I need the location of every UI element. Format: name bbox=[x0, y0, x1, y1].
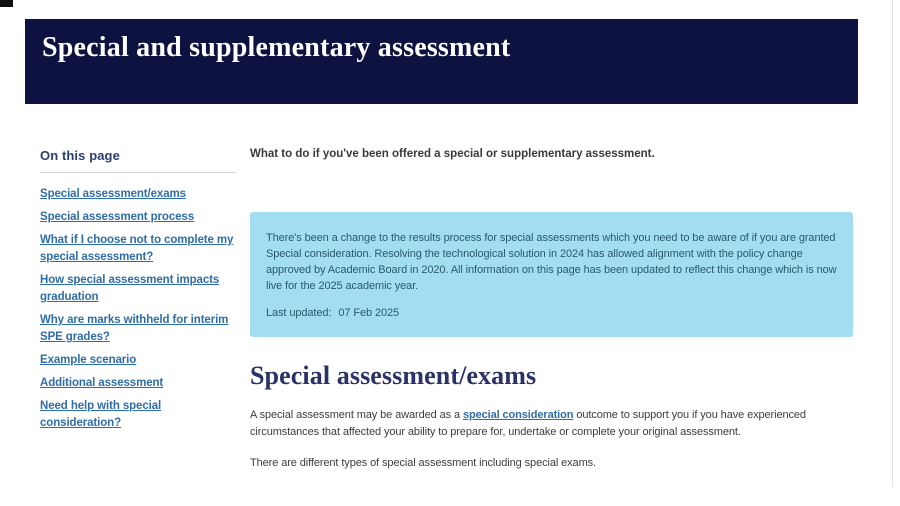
last-updated-date: 07 Feb 2025 bbox=[338, 307, 400, 319]
paragraph-text-before-link: A special assessment may be awarded as a bbox=[250, 409, 463, 421]
last-updated-label: Last updated: bbox=[266, 307, 332, 319]
update-notice-text: There's been a change to the results pro… bbox=[266, 232, 837, 292]
paragraph-text-after-link: outcome to support you if you have exper… bbox=[250, 409, 806, 438]
page-intro-text: What to do if you've been offered a spec… bbox=[250, 148, 655, 160]
page-title: Special and supplementary assessment bbox=[42, 32, 511, 63]
nav-link-additional-assessment[interactable]: Additional assessment bbox=[40, 377, 164, 389]
nav-link-need-help[interactable]: Need help with special consideration? bbox=[40, 400, 162, 429]
page-edge-divider bbox=[892, 0, 893, 487]
section-heading-special-assessment-exams: Special assessment/exams bbox=[250, 361, 537, 390]
nav-link-special-assessment-process[interactable]: Special assessment process bbox=[40, 211, 195, 223]
section-paragraph-1: A special assessment may be awarded as a… bbox=[250, 407, 853, 441]
main-content: What to do if you've been offered a spec… bbox=[250, 146, 853, 472]
nav-link-example-scenario[interactable]: Example scenario bbox=[40, 354, 137, 366]
nav-link-marks-withheld-spe[interactable]: Why are marks withheld for interim SPE g… bbox=[40, 314, 229, 343]
nav-link-impacts-graduation[interactable]: How special assessment impacts graduatio… bbox=[40, 274, 220, 303]
sidebar-divider bbox=[40, 172, 237, 173]
nav-link-special-assessment-exams[interactable]: Special assessment/exams bbox=[40, 188, 186, 200]
on-this-page-nav: On this page Special assessment/exams Sp… bbox=[40, 148, 237, 438]
section-paragraph-2: There are different types of special ass… bbox=[250, 457, 596, 469]
page-header-banner: Special and supplementary assessment bbox=[25, 19, 858, 104]
special-consideration-link[interactable]: special consideration bbox=[462, 409, 574, 421]
update-notice-box: There's been a change to the results pro… bbox=[250, 212, 853, 337]
on-this-page-heading: On this page bbox=[40, 148, 120, 163]
nav-link-choose-not-to-complete[interactable]: What if I choose not to complete my spec… bbox=[40, 234, 234, 263]
screenshot-corner-artifact bbox=[0, 0, 13, 7]
last-updated-line: Last updated: 07 Feb 2025 bbox=[266, 305, 837, 321]
